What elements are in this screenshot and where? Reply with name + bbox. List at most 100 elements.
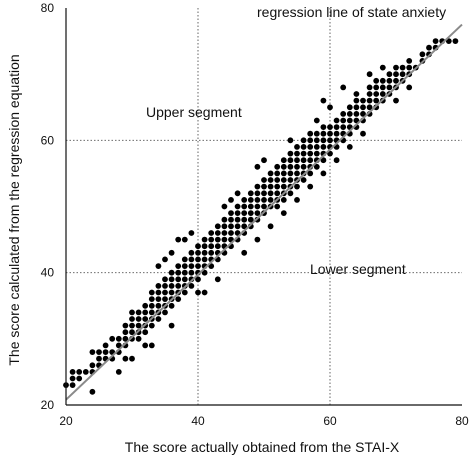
data-point	[221, 216, 228, 223]
data-point	[195, 276, 201, 283]
data-point	[168, 289, 175, 296]
data-point	[313, 163, 320, 170]
data-point	[327, 137, 333, 144]
data-point	[419, 51, 426, 58]
data-point	[406, 84, 413, 91]
data-point	[175, 283, 182, 289]
data-point	[201, 249, 208, 256]
y-tick-label: 20	[41, 398, 55, 412]
data-point	[96, 355, 102, 362]
data-point	[102, 342, 109, 349]
data-point	[148, 342, 155, 349]
data-point	[122, 355, 129, 362]
data-point	[280, 157, 287, 164]
data-point	[320, 137, 327, 144]
axes	[65, 8, 462, 406]
data-point	[307, 137, 314, 144]
data-point	[267, 177, 274, 183]
data-point	[320, 144, 327, 150]
data-point	[274, 177, 281, 183]
data-point	[214, 243, 221, 250]
data-point	[228, 216, 234, 223]
data-point	[201, 289, 208, 296]
data-point	[122, 322, 129, 329]
regression-line-layer	[65, 23, 463, 401]
data-point	[287, 170, 294, 177]
data-point	[241, 203, 248, 210]
data-point	[168, 269, 175, 276]
data-point	[353, 104, 360, 111]
data-point	[386, 77, 393, 84]
data-point	[393, 97, 399, 104]
data-point	[69, 375, 76, 382]
x-tick-label: 20	[59, 414, 73, 428]
data-point	[327, 130, 333, 137]
data-point	[247, 190, 254, 197]
data-point	[162, 256, 168, 263]
data-point	[261, 197, 267, 203]
data-point	[307, 130, 314, 137]
data-point	[313, 144, 320, 150]
data-point	[287, 137, 294, 144]
data-point	[115, 369, 122, 375]
data-point	[360, 104, 366, 111]
data-point	[155, 289, 162, 296]
data-point	[373, 91, 380, 97]
data-point	[373, 97, 380, 104]
data-point	[195, 243, 201, 250]
data-point	[148, 289, 155, 296]
data-point	[69, 369, 76, 375]
data-point	[115, 335, 122, 342]
data-point	[432, 38, 439, 44]
data-point	[267, 223, 274, 230]
data-point	[379, 91, 386, 97]
data-point	[188, 263, 195, 269]
data-point	[313, 130, 320, 137]
data-point	[307, 157, 314, 164]
data-point	[142, 342, 149, 349]
data-point	[261, 157, 267, 164]
y-tick-label: 80	[41, 1, 55, 15]
data-point	[274, 183, 281, 190]
upper-segment-label: Upper segment	[146, 104, 242, 120]
data-point	[89, 388, 96, 395]
data-point	[89, 349, 96, 355]
data-point	[340, 84, 347, 91]
x-tick-label: 80	[455, 414, 469, 428]
data-point	[148, 309, 155, 316]
data-point	[155, 296, 162, 302]
data-point	[195, 263, 201, 269]
y-axis-title: The score calculated from the regression…	[6, 54, 22, 365]
data-point	[274, 163, 281, 170]
data-point	[221, 203, 228, 210]
data-point	[188, 269, 195, 276]
data-point	[214, 230, 221, 236]
data-point	[313, 150, 320, 157]
data-point	[300, 177, 307, 183]
data-point	[201, 256, 208, 263]
data-point	[300, 144, 307, 150]
data-point	[366, 71, 373, 78]
data-point	[307, 183, 314, 190]
data-point	[399, 71, 406, 78]
data-point	[228, 223, 234, 230]
data-point	[162, 276, 168, 283]
data-point	[327, 104, 333, 111]
data-point	[175, 269, 182, 276]
data-point	[181, 289, 188, 296]
data-point	[228, 197, 234, 203]
data-point	[175, 263, 182, 269]
data-point	[294, 163, 300, 170]
regression-line	[65, 23, 463, 401]
data-point	[254, 210, 261, 217]
data-point	[307, 170, 314, 177]
data-point	[241, 249, 248, 256]
data-point	[195, 256, 201, 263]
data-point	[313, 117, 320, 124]
data-point	[148, 322, 155, 329]
data-point	[254, 203, 261, 210]
data-point	[96, 349, 102, 355]
data-point	[399, 64, 406, 71]
data-point	[379, 64, 386, 71]
